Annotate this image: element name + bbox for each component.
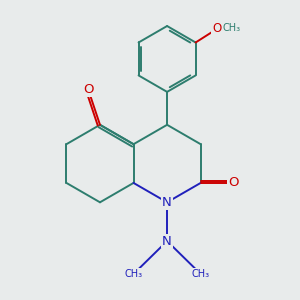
Text: N: N	[162, 196, 172, 209]
Text: CH₃: CH₃	[124, 269, 142, 279]
Text: CH₃: CH₃	[223, 23, 241, 33]
Text: N: N	[162, 235, 172, 248]
Text: O: O	[228, 176, 239, 189]
Text: O: O	[212, 22, 221, 35]
Text: O: O	[83, 83, 94, 96]
Text: CH₃: CH₃	[192, 269, 210, 279]
